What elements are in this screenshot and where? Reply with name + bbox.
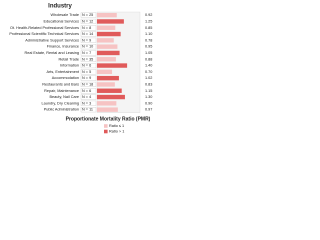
n-label: N = 18 [82,82,93,86]
n-label: N = 8 [82,26,91,30]
n-label: N = 12 [82,19,93,23]
value-label: 0.85 [145,26,152,30]
n-label: N = 10 [82,45,93,49]
n-box [80,56,97,62]
n-label: N = 9 [82,38,91,42]
bar [97,88,122,93]
bar [97,38,114,43]
value-label: 0.90 [145,101,152,105]
n-label: N = 14 [82,32,93,36]
value-label: 0.97 [145,108,152,112]
category-label: Ot. Health-Related Professional Services [10,26,79,30]
bar [97,44,118,49]
n-box [80,69,97,75]
category-label: Information [60,64,79,68]
n-label: N = 35 [82,57,93,61]
value-label: 0.92 [145,13,152,17]
n-label: N = 11 [82,108,93,112]
n-label: N = 6 [82,64,91,68]
category-label: Retail Trade [59,57,79,61]
chart-title: Industry [48,4,72,10]
value-label: 1.10 [145,32,152,36]
n-label: N = 7 [82,51,91,55]
bar [97,63,128,68]
value-label: 1.25 [145,19,152,23]
bar [97,69,113,75]
n-label: N = 6 [82,89,91,93]
category-label: Wholesale Trade [51,13,80,17]
category-label: Accommodation [52,76,79,80]
bar [97,107,118,112]
bar [97,75,119,81]
n-box [80,100,97,106]
n-box [80,25,97,31]
category-label: Real Estate, Rental and Leasing [25,51,79,55]
n-label: N = 3 [82,101,91,105]
n-label: N = 9 [82,76,91,80]
value-label: 1.30 [145,95,152,99]
bar [97,82,115,87]
n-box [80,12,97,18]
n-box [80,63,97,69]
bar [97,94,125,100]
category-label: Finance, Insurance [47,45,79,49]
category-label: Public Administration [44,108,79,112]
n-box [80,88,97,94]
n-label: N = 4 [82,95,91,99]
n-box [80,50,97,56]
value-label: 1.05 [145,51,152,55]
legend-label: Ratio > 1 [109,130,124,134]
category-label: Beauty, Nail Care [50,95,79,99]
n-box [80,75,97,81]
n-box [80,81,97,88]
bar [97,50,120,56]
n-box [80,44,97,50]
value-label: 1.02 [145,76,152,80]
category-label: Restaurants and Bars [42,82,79,86]
page: {"chart_data": {"type": "hbar", "title":… [9,3,153,134]
value-label: 0.88 [145,57,152,61]
value-label: 0.70 [145,70,152,74]
value-label: 0.83 [145,82,152,86]
legend-swatch [104,124,108,128]
n-box [80,107,97,113]
category-label: Professional Scientific Technical Servic… [9,32,79,36]
value-label: 1.40 [145,64,152,68]
x-axis-label: Proportionate Mortality Ratio (PMR) [66,116,151,122]
n-box [80,18,97,24]
n-box [80,37,97,43]
bar [97,57,116,62]
bar [97,19,124,24]
chart: Industry Proportionate Mortality Ratio (… [9,4,152,134]
bar [97,101,117,106]
bar [97,31,121,37]
category-label: Arts, Entertainment [47,70,80,74]
category-label: Repair, Maintenance [44,89,79,93]
bar [97,25,116,30]
n-box [80,31,97,37]
value-label: 0.78 [145,38,152,42]
value-label: 1.15 [145,89,152,93]
value-label: 0.95 [145,45,152,49]
n-label: N = 5 [82,70,91,74]
bar [97,12,117,18]
legend-swatch [104,129,108,134]
n-box [80,94,97,100]
category-label: Administrative Support Services [25,38,79,42]
n-label: N = 25 [82,13,93,17]
category-label: Laundry, Dry Cleaning [42,101,80,105]
legend-label: Ratio ≤ 1 [109,124,124,128]
category-label: Educational Services [44,19,80,23]
